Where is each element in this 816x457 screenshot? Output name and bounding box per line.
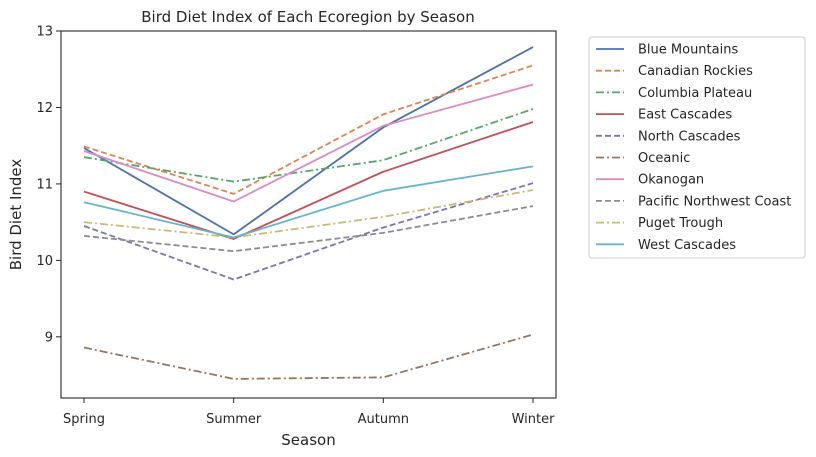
legend-box xyxy=(588,36,806,259)
series-line-east-cascades xyxy=(83,121,534,240)
plot-area xyxy=(83,46,534,380)
series-line-west-cascades xyxy=(83,165,534,239)
x-tick-label: Summer xyxy=(206,412,262,427)
x-tick-label: Winter xyxy=(512,412,556,427)
legend-label-blue-mountains: Blue Mountains xyxy=(638,43,738,58)
series-line-blue-mountains xyxy=(83,46,534,236)
y-axis-title: Bird Diet Index xyxy=(7,159,25,271)
y-tick-label: 13 xyxy=(36,25,53,40)
y-tick-label: 9 xyxy=(45,330,53,345)
x-axis: Spring Summer Autumn Winter xyxy=(63,398,555,427)
y-axis: 9 10 11 12 13 xyxy=(36,25,61,345)
plot-frame xyxy=(60,30,557,399)
series-line-oceanic xyxy=(83,333,534,380)
y-tick-label: 12 xyxy=(36,101,53,116)
legend-label-okanogan: Okanogan xyxy=(638,173,704,188)
legend-label-columbia-plateau: Columbia Plateau xyxy=(638,86,752,101)
legend-label-north-cascades: North Cascades xyxy=(638,129,741,144)
chart-title: Bird Diet Index of Each Ecoregion by Sea… xyxy=(141,8,474,26)
x-axis-title: Season xyxy=(281,431,335,449)
series-line-okanogan xyxy=(83,83,534,203)
series-line-columbia-plateau xyxy=(83,108,534,183)
x-tick-label: Autumn xyxy=(358,412,409,427)
y-tick-label: 11 xyxy=(36,177,53,192)
y-tick-label: 10 xyxy=(36,254,53,269)
series-line-north-cascades xyxy=(83,182,534,281)
legend-label-puget-trough: Puget Trough xyxy=(638,216,723,231)
series-line-canadian-rockies xyxy=(83,64,534,195)
legend-label-pacific-northwest-coast: Pacific Northwest Coast xyxy=(638,194,791,209)
series-line-pacific-northwest-coast xyxy=(83,205,534,253)
legend-label-west-cascades: West Cascades xyxy=(638,238,736,253)
legend-label-canadian-rockies: Canadian Rockies xyxy=(638,64,753,79)
legend: Blue Mountains Canadian Rockies Columbia P… xyxy=(588,36,806,259)
legend-label-oceanic: Oceanic xyxy=(638,151,690,166)
series-line-puget-trough xyxy=(83,189,534,239)
legend-label-east-cascades: East Cascades xyxy=(638,108,732,123)
x-tick-label: Spring xyxy=(63,412,105,427)
